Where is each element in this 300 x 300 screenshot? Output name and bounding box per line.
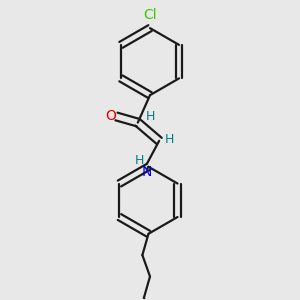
Text: H: H: [135, 154, 144, 166]
Text: Cl: Cl: [143, 8, 157, 22]
Text: H: H: [146, 110, 155, 123]
Text: N: N: [142, 165, 152, 179]
Text: O: O: [106, 110, 116, 124]
Text: H: H: [165, 133, 174, 146]
